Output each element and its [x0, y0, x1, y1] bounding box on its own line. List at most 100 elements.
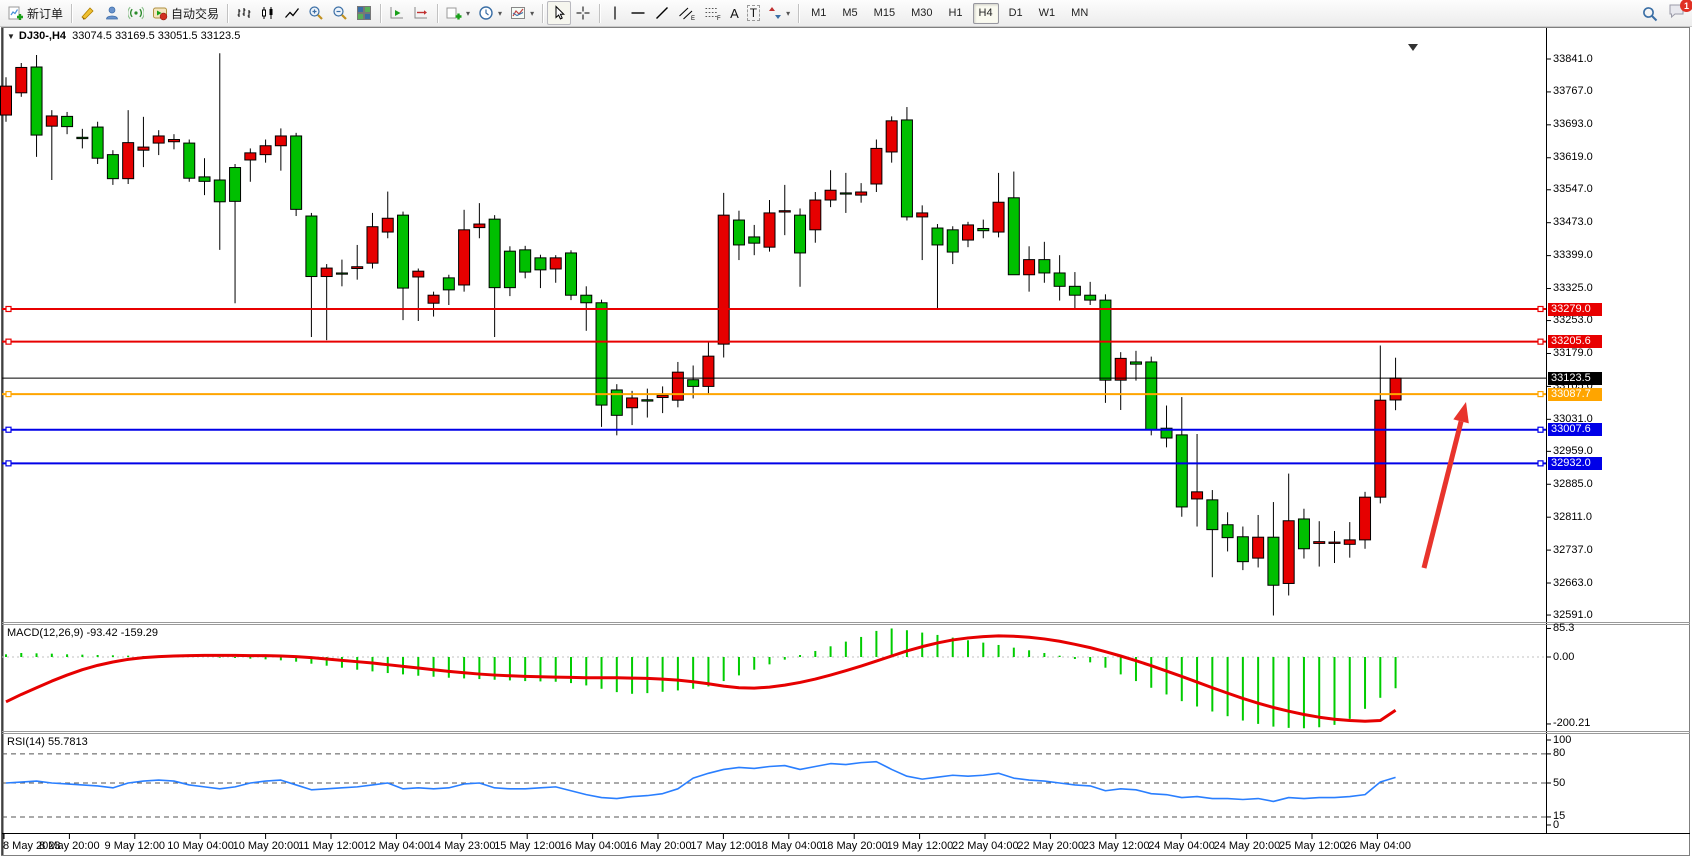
trend-arrow-shaft[interactable]: [1421, 420, 1464, 569]
candle-body: [1252, 536, 1265, 559]
new-order-button[interactable]: 新订单: [4, 1, 67, 25]
arrows-tool-button[interactable]: ▾: [764, 1, 794, 25]
timeframe-h4[interactable]: H4: [972, 2, 999, 24]
signals-button[interactable]: [124, 1, 148, 25]
candle-body: [442, 277, 455, 291]
timeframe-m30[interactable]: M30: [911, 6, 933, 19]
candle-body: [167, 139, 180, 143]
auto-scroll-button[interactable]: [385, 1, 409, 25]
candle-body: [1068, 285, 1081, 296]
cursor-icon: [555, 5, 566, 20]
search-icon[interactable]: [1642, 6, 1658, 22]
auto-scroll-icon: [390, 7, 404, 19]
horizontal-line-tool-button[interactable]: [626, 1, 650, 25]
candle-body: [824, 189, 837, 201]
line-handle[interactable]: [5, 305, 12, 313]
trendline-tool-button[interactable]: [650, 1, 674, 25]
crosshair-tool-button[interactable]: [571, 1, 595, 25]
fibonacci-tool-button[interactable]: F: [700, 1, 726, 25]
line-handle[interactable]: [1537, 305, 1544, 313]
candlestick-chart-button[interactable]: [256, 1, 280, 25]
timeframe-m1[interactable]: M1: [811, 6, 827, 19]
candle-body: [1374, 399, 1387, 498]
candle-body: [320, 267, 333, 278]
candle-body: [794, 214, 807, 254]
new-order-icon: [8, 6, 23, 20]
tile-windows-button[interactable]: [352, 1, 376, 25]
timeframe-h1[interactable]: H1: [948, 6, 963, 19]
separator: [599, 3, 601, 23]
bar-chart-button[interactable]: [232, 1, 256, 25]
trend-arrow-head[interactable]: [1453, 402, 1469, 424]
vertical-line-icon: [614, 6, 616, 20]
candle-body: [1389, 377, 1402, 401]
indicators-button[interactable]: ▾: [442, 1, 474, 25]
candle-body: [534, 257, 547, 271]
candle-body: [717, 214, 730, 345]
line-handle[interactable]: [5, 426, 12, 433]
line-handle[interactable]: [1537, 460, 1544, 467]
macd-label: MACD(12,26,9) -93.42 -159.29: [7, 627, 159, 639]
channel-tool-button[interactable]: E: [674, 1, 700, 25]
candle-body: [1175, 434, 1188, 508]
candle-body: [1145, 361, 1158, 431]
line-handle[interactable]: [5, 338, 12, 345]
templates-button[interactable]: ▾: [506, 1, 538, 25]
timeframe-m15[interactable]: M15: [873, 6, 896, 19]
timeframe-w1[interactable]: W1: [1038, 6, 1056, 19]
cursor-tool-button[interactable]: [547, 1, 572, 25]
community-button[interactable]: [100, 1, 124, 25]
chart-ohlc: 33074.5 33169.5 33051.5 33123.5: [72, 30, 241, 42]
label-tool-button[interactable]: T: [743, 1, 764, 25]
collapse-arrow-icon[interactable]: ▼: [7, 32, 15, 41]
periods-button[interactable]: ▾: [474, 1, 506, 25]
candle-body: [213, 179, 226, 203]
candle-body: [1053, 272, 1066, 287]
vertical-line-tool-button[interactable]: [604, 1, 626, 25]
line-chart-button[interactable]: [280, 1, 304, 25]
bar-chart-icon: [237, 8, 251, 18]
line-handle[interactable]: [1537, 338, 1544, 345]
timeframe-mn[interactable]: MN: [1071, 6, 1089, 19]
shift-marker-icon[interactable]: [1408, 44, 1418, 51]
timeframe-d1[interactable]: D1: [1008, 6, 1023, 19]
candle-body: [488, 218, 501, 289]
dropdown-caret: ▾: [530, 8, 535, 18]
line-handle[interactable]: [1537, 390, 1544, 398]
line-handle[interactable]: [5, 460, 12, 467]
notifications-button[interactable]: 1: [1668, 0, 1692, 24]
text-tool-button[interactable]: A: [726, 1, 743, 25]
candle-body: [1297, 518, 1310, 550]
candle-body: [1191, 491, 1204, 500]
candle-body: [351, 266, 364, 270]
auto-trading-button[interactable]: 自动交易: [148, 1, 223, 25]
candle-body: [763, 212, 776, 248]
timeframe-m5[interactable]: M5: [842, 6, 858, 19]
candle-body: [152, 135, 165, 144]
add-indicator-icon: [446, 7, 462, 20]
separator: [71, 3, 73, 23]
crosshair-icon: [576, 6, 590, 20]
marker-tool-button[interactable]: [76, 1, 100, 25]
tile-windows-icon: [357, 6, 372, 20]
candle-body: [61, 115, 74, 128]
zoom-in-button[interactable]: [304, 1, 328, 25]
candle-body: [549, 257, 562, 270]
chart-title[interactable]: ▼ DJ30-,H4 33074.5 33169.5 33051.5 33123.…: [7, 30, 240, 42]
zoom-out-button[interactable]: [328, 1, 352, 25]
chart-shift-button[interactable]: [409, 1, 433, 25]
candle-body: [916, 212, 929, 218]
line-handle[interactable]: [1537, 426, 1544, 433]
candle-body: [855, 191, 868, 196]
candle-body: [595, 302, 608, 406]
text-icon: A: [730, 5, 739, 21]
candle-body: [564, 252, 577, 296]
macd-panel: [2, 628, 1546, 729]
line-handle[interactable]: [5, 390, 12, 398]
new-order-label: 新订单: [27, 6, 64, 21]
candles-layer: [0, 53, 1402, 616]
candle-body: [305, 215, 318, 278]
clock-icon: [479, 6, 493, 20]
